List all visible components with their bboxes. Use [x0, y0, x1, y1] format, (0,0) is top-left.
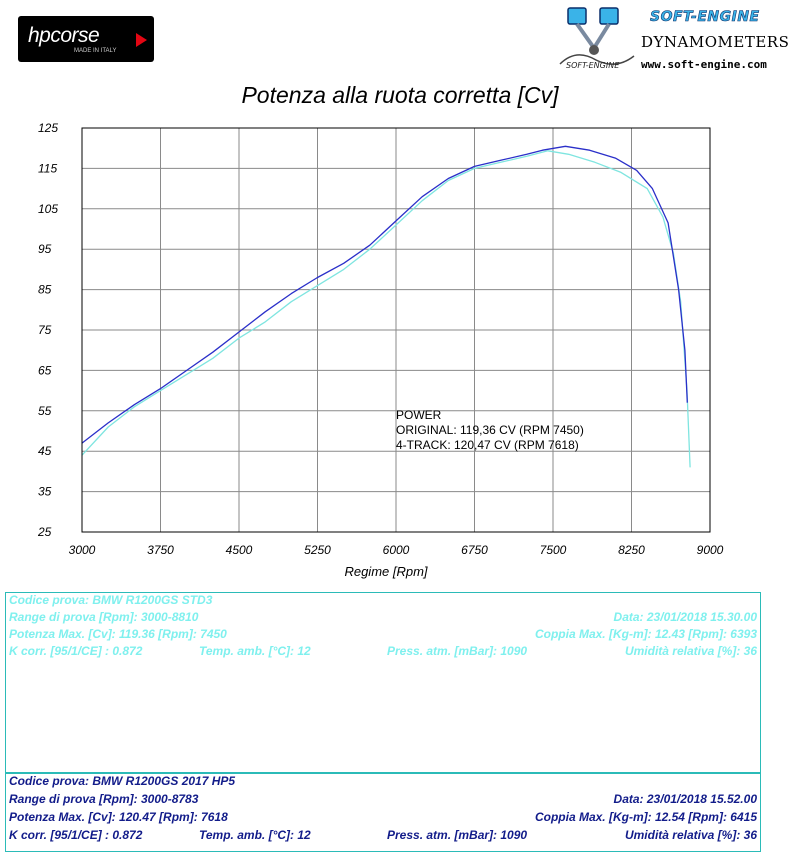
y-tick-label: 65	[38, 363, 52, 377]
chart-grid	[81, 127, 711, 533]
test2-potenza: Potenza Max. [Cv]: 120.47 [Rpm]: 7618	[9, 810, 228, 824]
annotation-title: POWER	[396, 408, 442, 422]
test2-kcorr: K corr. [95/1/CE] : 0.872	[9, 828, 143, 842]
power-chart: 25 35 45 55 65 75 85 95 105 115 125 3000 3750 4500 52…	[37, 121, 724, 579]
y-tick-label: 115	[38, 161, 57, 175]
dynamometers-label: DYNAMOMETERS	[641, 33, 790, 51]
annotation-original: ORIGINAL: 119,36 CV (RPM 7450)	[396, 423, 584, 437]
chart-title: Potenza alla ruota corretta [Cv]	[241, 82, 559, 108]
x-tick-labels: 3000 3750 4500 5250 6000 6750 7500 8250 9000	[69, 543, 724, 557]
hpcorse-logo-text: hpcorse	[28, 24, 100, 47]
x-tick-label: 7500	[540, 543, 567, 557]
test-info-original: Codice prova: BMW R1200GS STD3 Range di …	[5, 592, 761, 773]
chart-series	[81, 145, 691, 468]
x-tick-label: 3000	[69, 543, 96, 557]
plot-frame	[81, 127, 711, 533]
y-tick-label: 35	[38, 485, 52, 499]
annotation-4track: 4-TRACK: 120,47 CV (RPM 7618)	[396, 438, 579, 452]
test1-range: Range di prova [Rpm]: 3000-8810	[9, 610, 199, 624]
test2-codice: Codice prova: BMW R1200GS 2017 HP5	[9, 774, 236, 788]
test2-press: Press. atm. [mBar]: 1090	[387, 828, 528, 842]
x-tick-label: 3750	[147, 543, 174, 557]
x-axis-label: Regime [Rpm]	[344, 564, 427, 579]
y-tick-labels: 25 35 45 55 65 75 85 95 105 115 125	[37, 121, 58, 539]
y-tick-label: 125	[38, 121, 58, 135]
y-tick-label: 105	[38, 202, 58, 216]
hpcorse-logo-subtext: MADE IN ITALY	[74, 48, 117, 54]
test1-press: Press. atm. [mBar]: 1090	[387, 644, 528, 658]
test1-potenza: Potenza Max. [Cv]: 119.36 [Rpm]: 7450	[9, 627, 227, 641]
test1-kcorr: K corr. [95/1/CE] : 0.872	[9, 644, 143, 658]
test2-umid: Umidità relativa [%]: 36	[624, 828, 757, 842]
power-annotation: POWER ORIGINAL: 119,36 CV (RPM 7450) 4-T…	[396, 408, 584, 452]
soft-engine-url: www.soft-engine.com	[641, 58, 767, 71]
test1-codice: Codice prova: BMW R1200GS STD3	[9, 593, 213, 607]
y-tick-label: 45	[38, 444, 52, 458]
x-tick-label: 6000	[383, 543, 410, 557]
y-tick-label: 25	[37, 525, 52, 539]
soft-engine-mark-text: SOFT-ENGINE	[566, 61, 620, 70]
y-tick-label: 85	[38, 283, 52, 297]
test2-range: Range di prova [Rpm]: 3000-8783	[9, 792, 199, 806]
test1-umid: Umidità relativa [%]: 36	[624, 644, 757, 658]
test1-coppia: Coppia Max. [Kg-m]: 12.43 [Rpm]: 6393	[534, 627, 757, 641]
x-tick-label: 6750	[461, 543, 488, 557]
x-tick-label: 9000	[697, 543, 724, 557]
x-tick-label: 4500	[226, 543, 253, 557]
y-tick-label: 75	[38, 323, 52, 337]
y-tick-label: 95	[38, 242, 52, 256]
hpcorse-logo-arrow-icon	[136, 33, 147, 47]
test2-temp: Temp. amb. [°C]: 12	[199, 828, 311, 842]
series-line-original	[81, 150, 691, 468]
hpcorse-logo: hpcorse MADE IN ITALY	[18, 16, 154, 62]
test1-temp: Temp. amb. [°C]: 12	[199, 644, 311, 658]
test2-coppia: Coppia Max. [Kg-m]: 12.54 [Rpm]: 6415	[534, 810, 757, 824]
test1-data: Data: 23/01/2018 15.30.00	[613, 610, 757, 624]
y-tick-label: 55	[38, 404, 52, 418]
x-tick-label: 5250	[304, 543, 331, 557]
series-line-4-track	[81, 145, 688, 444]
soft-engine-title: SOFT-ENGINE	[650, 9, 760, 26]
x-tick-label: 8250	[618, 543, 645, 557]
test-info-4track: Codice prova: BMW R1200GS 2017 HP5 Range…	[5, 773, 761, 852]
soft-engine-piston-icon: SOFT-ENGINE	[559, 7, 635, 70]
test2-data: Data: 23/01/2018 15.52.00	[613, 792, 757, 806]
